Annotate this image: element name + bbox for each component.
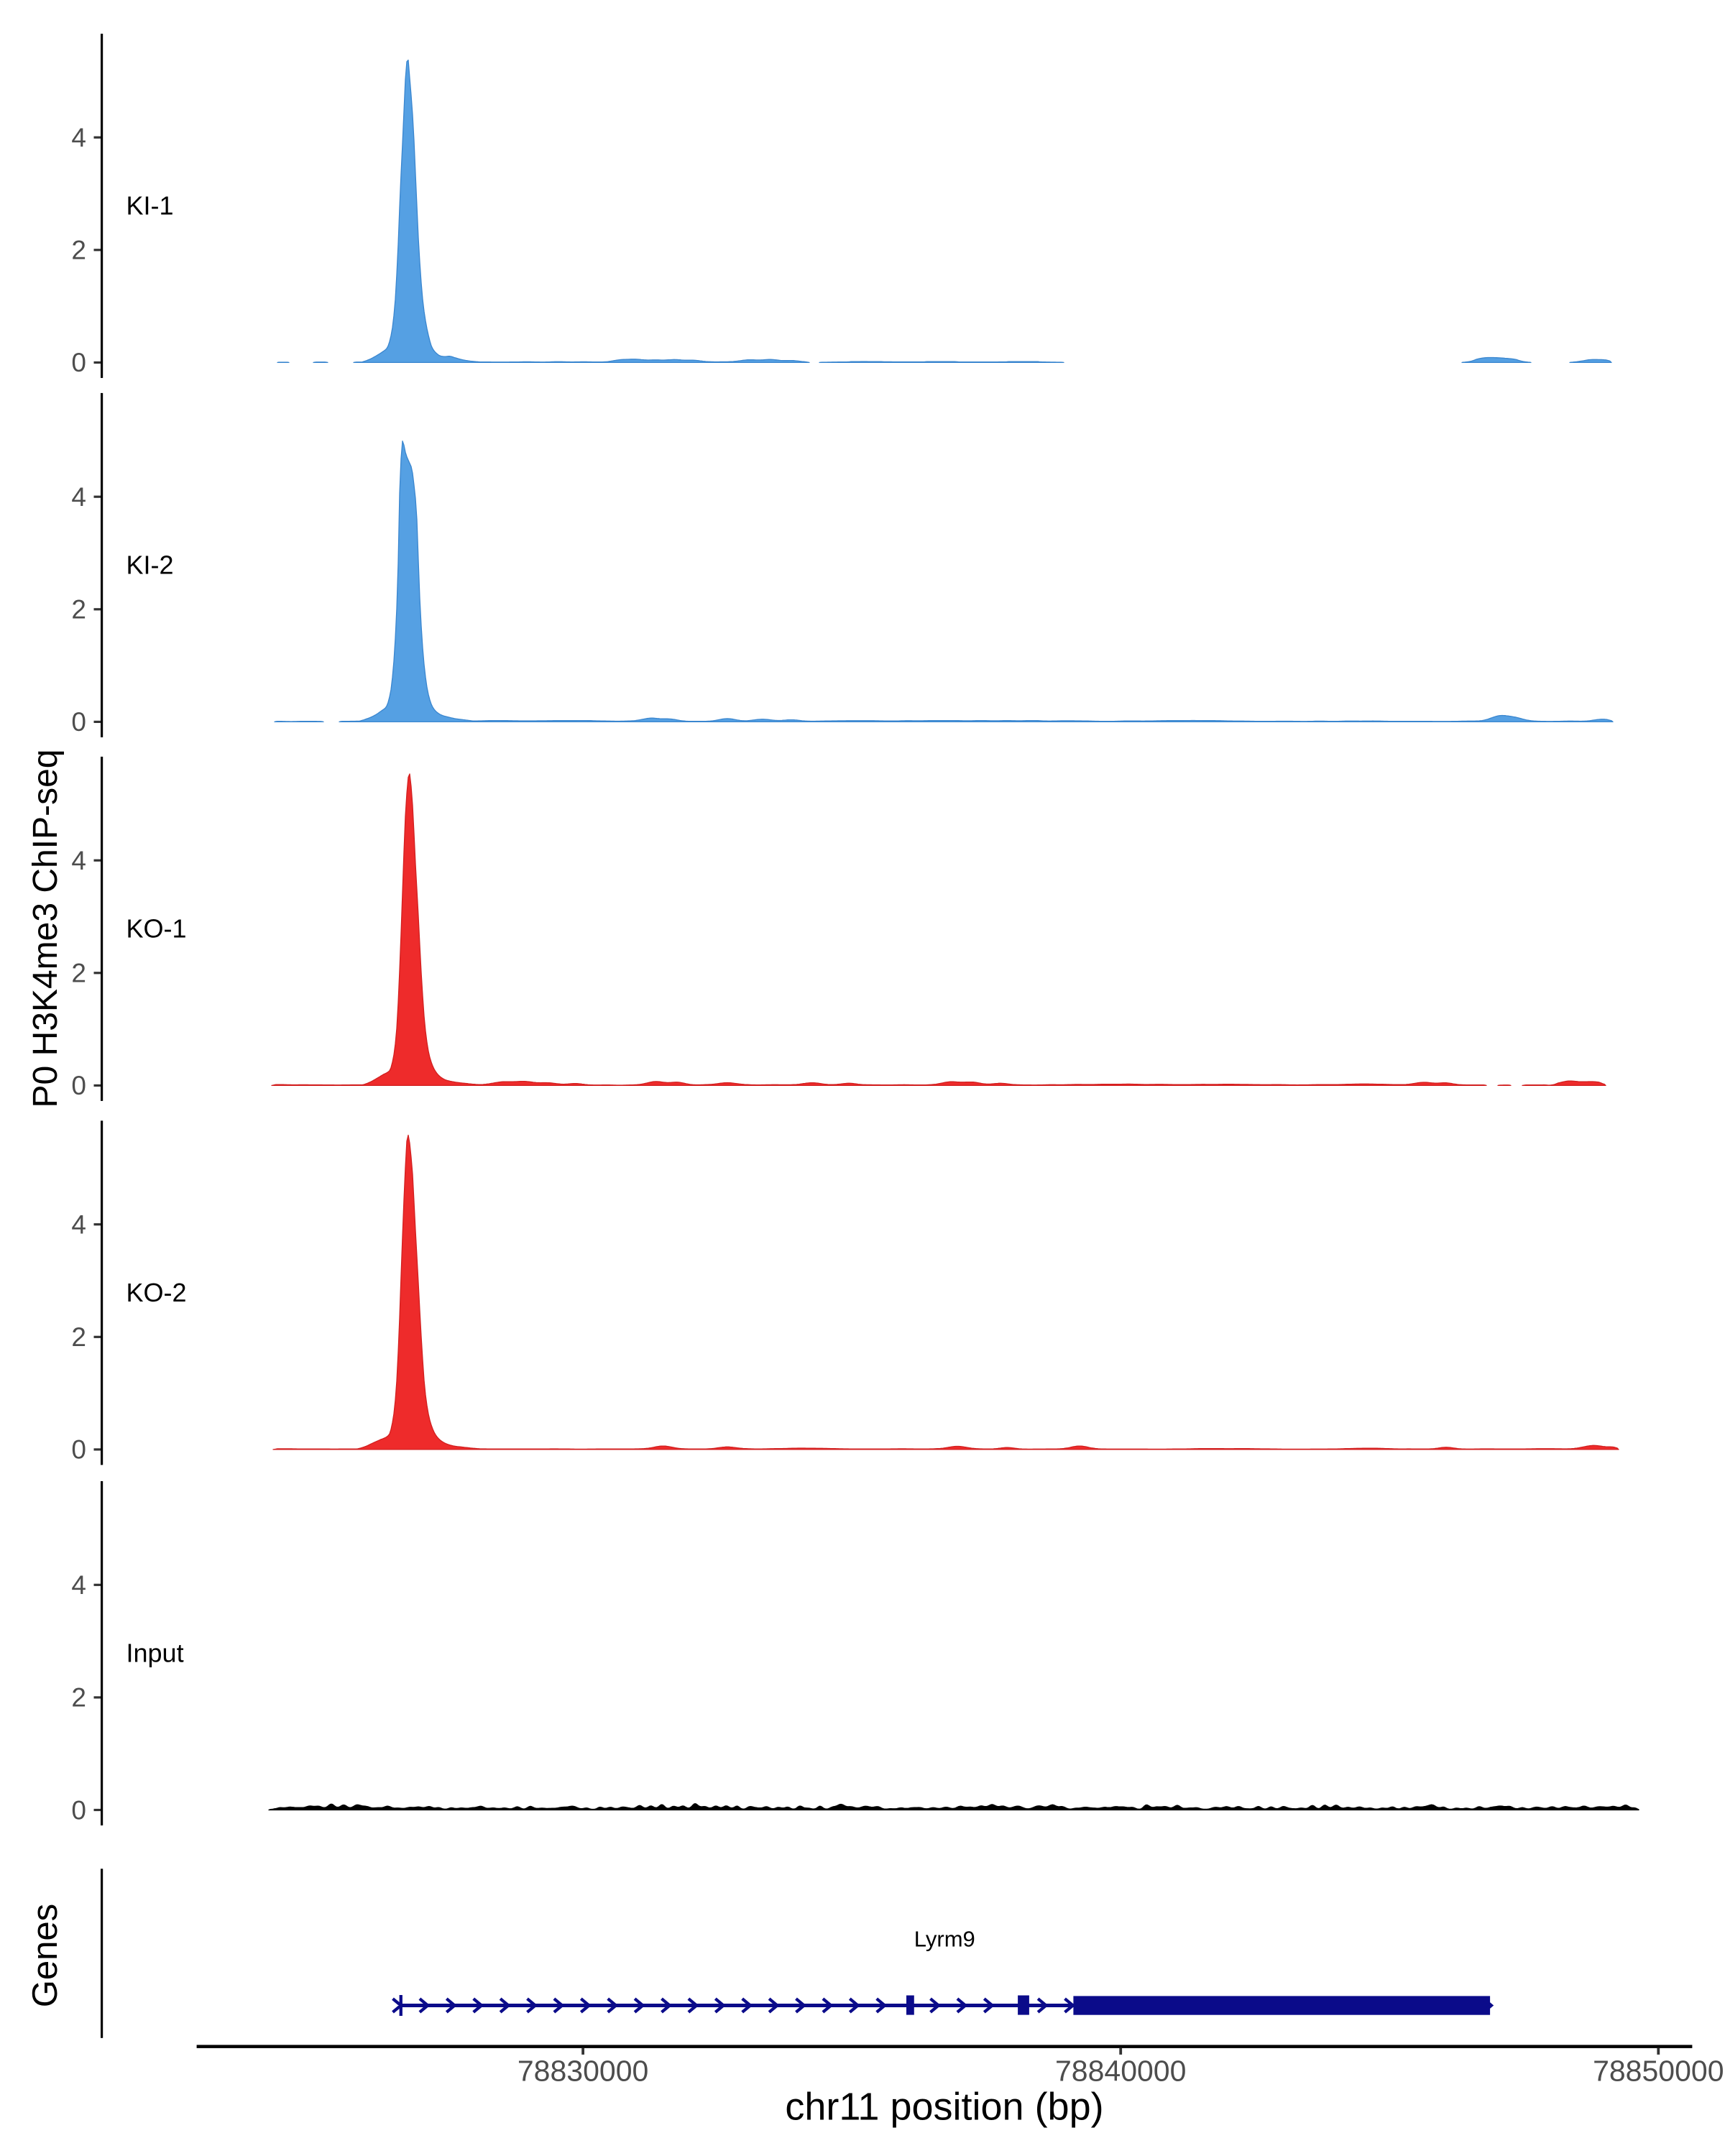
svg-text:0: 0	[71, 348, 86, 377]
svg-text:0: 0	[71, 707, 86, 737]
svg-text:0: 0	[71, 1795, 86, 1825]
svg-text:4: 4	[71, 846, 86, 875]
svg-text:P0 H3K4me3 ChIP-seq: P0 H3K4me3 ChIP-seq	[27, 750, 65, 1108]
svg-text:KO-2: KO-2	[126, 1278, 187, 1307]
svg-text:2: 2	[71, 1683, 86, 1713]
svg-text:0: 0	[71, 1071, 86, 1100]
svg-text:Lyrm9: Lyrm9	[914, 1927, 975, 1952]
svg-text:Input: Input	[126, 1638, 184, 1667]
svg-text:KO-1: KO-1	[126, 913, 187, 943]
svg-text:chr11 position (bp): chr11 position (bp)	[785, 2086, 1103, 2129]
svg-text:78830000: 78830000	[518, 2055, 648, 2088]
svg-text:4: 4	[71, 1570, 86, 1600]
svg-text:2: 2	[71, 236, 86, 265]
svg-text:78840000: 78840000	[1055, 2055, 1186, 2088]
svg-text:2: 2	[71, 595, 86, 625]
svg-text:78850000: 78850000	[1593, 2055, 1724, 2088]
svg-text:0: 0	[71, 1435, 86, 1465]
svg-text:4: 4	[71, 482, 86, 512]
svg-text:KI-2: KI-2	[126, 550, 174, 579]
svg-text:KI-1: KI-1	[126, 190, 174, 220]
svg-text:Genes: Genes	[26, 1904, 65, 2007]
svg-text:2: 2	[71, 1322, 86, 1352]
svg-text:4: 4	[71, 123, 86, 152]
svg-text:4: 4	[71, 1210, 86, 1239]
svg-text:2: 2	[71, 959, 86, 988]
